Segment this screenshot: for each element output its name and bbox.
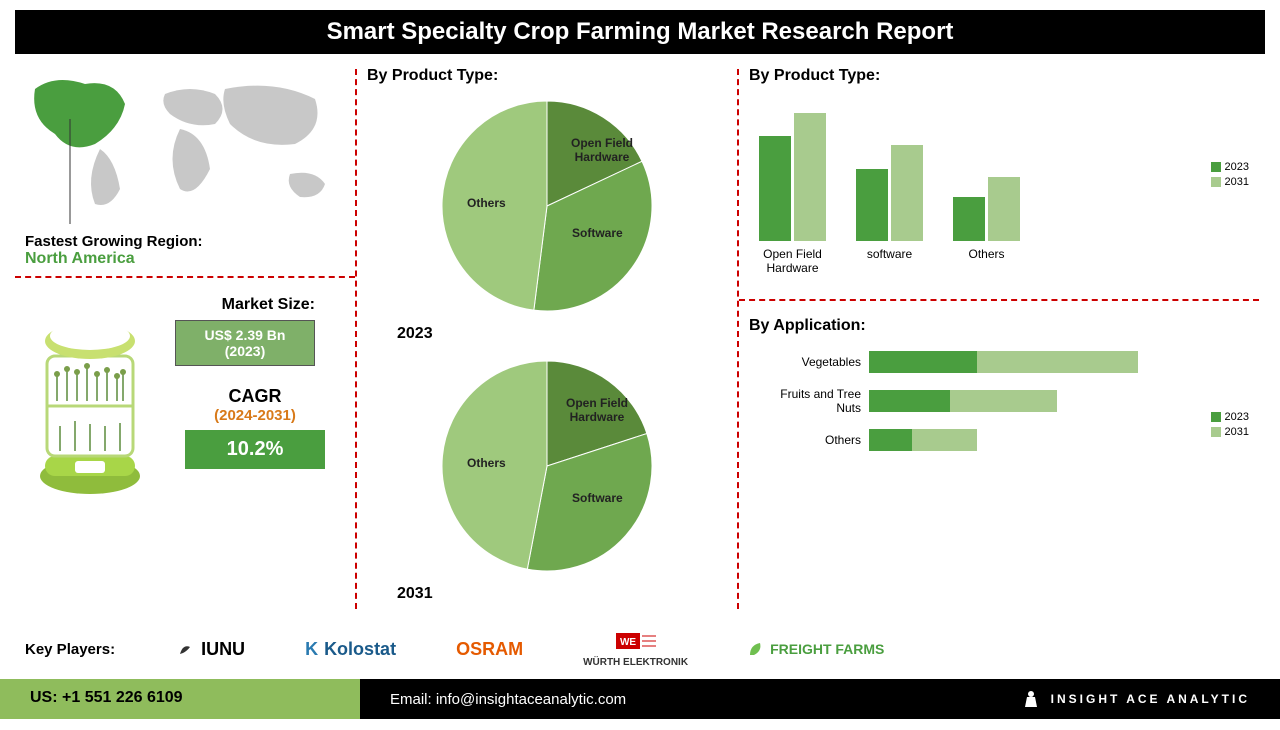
pie-slice-label: Software (572, 491, 623, 505)
legend-label: 2023 (1225, 161, 1249, 173)
hbar-segment (869, 429, 912, 451)
legend-swatch (1211, 162, 1221, 172)
bar-category: Open Field Hardware (759, 247, 826, 275)
hbar-segment (912, 429, 977, 451)
pie-year: 2031 (397, 585, 433, 603)
key-players: Key Players: IUNU KKolostat OSRAM WEWÜRT… (0, 619, 1280, 679)
hbar-label: Fruits and Tree Nuts (759, 387, 869, 415)
cagr-label: CAGR (165, 386, 345, 407)
market-metrics: Market Size: US$ 2.39 Bn (2023) CAGR (20… (15, 286, 355, 506)
player-kolostat: KKolostat (305, 639, 396, 660)
middle-column: By Product Type: Open Field Hardware Sof… (357, 59, 737, 619)
bar (856, 169, 888, 241)
pie-slice-label: Open Field Hardware (562, 396, 632, 424)
pie-slice-label: Software (572, 226, 623, 240)
we-icon: WE (616, 631, 656, 651)
bar-category: software (856, 247, 923, 275)
legend-label: 2031 (1225, 426, 1249, 438)
legend-label: 2023 (1225, 411, 1249, 423)
hbar-segment (977, 351, 1139, 373)
bar-chart-product: Open Field Hardware software Others 2023 2… (739, 91, 1259, 291)
email: Email: info@insightaceanalytic.com (390, 691, 626, 708)
bar (794, 113, 826, 241)
hbar-title: By Application: (749, 317, 1259, 335)
pie-year: 2023 (397, 325, 433, 343)
legend-label: 2031 (1225, 176, 1249, 188)
cagr-years: (2024-2031) (165, 407, 345, 424)
legend-swatch (1211, 177, 1221, 187)
players-label: Key Players: (25, 641, 115, 658)
footer-contact: US: +1 551 226 6109 Email: info@insighta… (0, 679, 1280, 719)
main-content: Fastest Growing Region: North America (0, 59, 1280, 619)
legend: 2023 2031 (1211, 411, 1249, 441)
world-map (15, 59, 355, 229)
market-size-label: Market Size: (165, 296, 315, 314)
player-osram: OSRAM (456, 639, 523, 660)
divider (739, 299, 1259, 301)
hbar-segment (950, 390, 1058, 412)
bird-icon (175, 639, 195, 659)
bar (891, 145, 923, 241)
email-bar: Email: info@insightaceanalytic.com INSIG… (360, 679, 1280, 719)
logo-icon (1021, 689, 1041, 709)
legend-swatch (1211, 412, 1221, 422)
svg-text:WE: WE (620, 637, 636, 648)
sprout-icon (25, 296, 155, 496)
pie-2031: Open Field Hardware Software Others (432, 351, 662, 581)
legend-swatch (1211, 427, 1221, 437)
region-name: North America (25, 250, 355, 268)
phone: US: +1 551 226 6109 (0, 679, 360, 719)
hbar-label: Others (759, 433, 869, 447)
player-wurth: WEWÜRTH ELEKTRONIK (583, 631, 688, 668)
report-title: Smart Specialty Crop Farming Market Rese… (15, 10, 1265, 54)
divider (15, 276, 355, 278)
player-freight: FREIGHT FARMS (748, 641, 884, 657)
legend: 2023 2031 (1211, 161, 1249, 191)
pie-title: By Product Type: (367, 67, 498, 85)
bar-category: Others (953, 247, 1020, 275)
player-iunu: IUNU (175, 639, 245, 660)
hbar-segment (869, 351, 977, 373)
market-size-value: US$ 2.39 Bn (2023) (175, 320, 315, 366)
metrics: Market Size: US$ 2.39 Bn (2023) CAGR (20… (165, 296, 345, 469)
pie-slice-label: Others (467, 456, 506, 470)
cagr-value: 10.2% (185, 430, 325, 469)
hbar-label: Vegetables (759, 355, 869, 369)
pie-slice-label: Others (467, 196, 506, 210)
pie-slice-label: Open Field Hardware (567, 136, 637, 164)
brand-name: INSIGHT ACE ANALYTIC (1051, 692, 1250, 706)
left-column: Fastest Growing Region: North America (15, 59, 355, 619)
bar (988, 177, 1020, 241)
region-label: Fastest Growing Region: (25, 233, 355, 250)
pie-2023: Open Field Hardware Software Others (432, 91, 662, 321)
leaf-icon (748, 641, 764, 657)
right-column: By Product Type: Open Field Hardware soft… (739, 59, 1259, 619)
hbar-segment (869, 390, 950, 412)
bar (953, 197, 985, 241)
bar-title: By Product Type: (749, 67, 1259, 85)
hbar-chart-app: Vegetables Fruits and Tree Nuts Others 202… (739, 341, 1259, 541)
bar (759, 136, 791, 241)
